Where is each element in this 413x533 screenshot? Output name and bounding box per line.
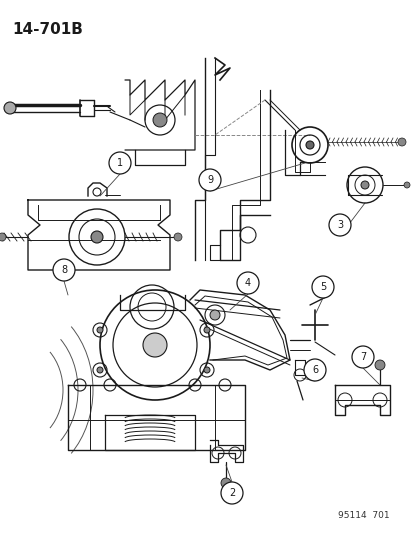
Circle shape xyxy=(97,327,103,333)
Circle shape xyxy=(204,327,209,333)
Text: 9: 9 xyxy=(206,175,213,185)
Text: 6: 6 xyxy=(311,365,317,375)
Circle shape xyxy=(403,182,409,188)
Circle shape xyxy=(236,272,259,294)
Text: 4: 4 xyxy=(244,278,250,288)
Circle shape xyxy=(91,231,103,243)
Circle shape xyxy=(199,169,221,191)
Text: 5: 5 xyxy=(319,282,325,292)
Circle shape xyxy=(53,259,75,281)
Text: 14-701B: 14-701B xyxy=(12,22,83,37)
Circle shape xyxy=(97,367,103,373)
Circle shape xyxy=(221,482,242,504)
Text: 3: 3 xyxy=(336,220,342,230)
Text: 95114  701: 95114 701 xyxy=(337,511,389,520)
Circle shape xyxy=(311,276,333,298)
Circle shape xyxy=(109,152,131,174)
Circle shape xyxy=(305,141,313,149)
Text: 8: 8 xyxy=(61,265,67,275)
Circle shape xyxy=(142,333,166,357)
Circle shape xyxy=(351,346,373,368)
Circle shape xyxy=(209,310,219,320)
Text: 7: 7 xyxy=(359,352,365,362)
Circle shape xyxy=(0,233,6,241)
Circle shape xyxy=(360,181,368,189)
Circle shape xyxy=(374,360,384,370)
Circle shape xyxy=(153,113,166,127)
Text: 2: 2 xyxy=(228,488,235,498)
Circle shape xyxy=(303,359,325,381)
Circle shape xyxy=(173,233,182,241)
Circle shape xyxy=(328,214,350,236)
Circle shape xyxy=(204,367,209,373)
Text: 1: 1 xyxy=(116,158,123,168)
Circle shape xyxy=(397,138,405,146)
Circle shape xyxy=(221,478,230,488)
Circle shape xyxy=(4,102,16,114)
